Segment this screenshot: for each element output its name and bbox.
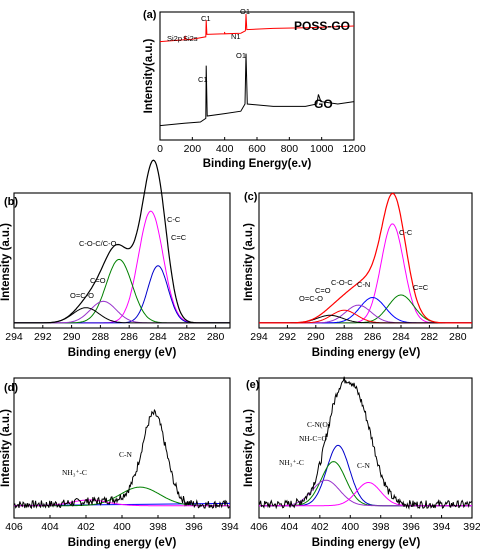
panel-a-xtick-label: 800 [281, 143, 299, 155]
panel-a-series-poss-go [159, 13, 355, 43]
panel-d-xtick-label: 396 [185, 521, 203, 533]
panel-d-xtick-label: 402 [77, 521, 95, 533]
panel-c-xtick-label: 288 [335, 331, 353, 343]
panel-d-frame [13, 377, 231, 519]
a-label-si2s: Si2s [183, 34, 198, 43]
c-label-ceqo: C=O [315, 286, 331, 295]
panel-d-raw-spectrum [13, 408, 231, 510]
a-label-c1-top: C1 [201, 14, 211, 23]
panel-e-raw-spectrum [258, 376, 473, 510]
b-label-ceqo: C=O [90, 276, 106, 285]
panel-c-xtick-label: 290 [307, 331, 325, 343]
panel-d-xtick-label: 400 [113, 521, 131, 533]
e-label-cno: C-N(O) [307, 420, 331, 429]
panel-b-xtick-label: 288 [92, 331, 110, 343]
panel-d-xtick-label: 404 [41, 521, 59, 533]
a-label-c1-bottom: C1 [198, 75, 208, 84]
panel-c-peak-c-c [259, 294, 472, 324]
panel-e-xtick-label: 400 [342, 521, 360, 533]
panel-e-label: (e) [246, 379, 260, 391]
panel-b-xtick-label: 294 [5, 331, 23, 343]
a-label-o1-top: O1 [240, 7, 250, 16]
panel-a-xtick-label: 200 [184, 143, 202, 155]
c-label-ceqc: C=C [413, 283, 429, 292]
panel-e-frame [258, 377, 473, 519]
panel-d-xtick-label: 398 [149, 521, 167, 533]
e-label-nhceqo: NH-C=O [299, 434, 328, 443]
panel-b-envelope [14, 159, 230, 324]
panel-b-xtick-label: 292 [34, 331, 52, 343]
e-ylabel: Intensity (a.u.) [243, 409, 255, 487]
panel-b-peak-c-o-c-c-o [14, 258, 230, 324]
b-label-oeqco: O=C-O [70, 291, 94, 300]
panel-b-xtick-label: 282 [178, 331, 196, 343]
panel-a-series-go [159, 53, 355, 127]
panel-e-xtick-label: 402 [311, 521, 329, 533]
panel-b-peak-c-c [14, 210, 230, 324]
panel-b-xtick-label: 284 [149, 331, 167, 343]
a-label-go: GO [314, 97, 333, 111]
panel-a-label: (a) [143, 9, 157, 21]
panel-e-xtick-label: 392 [463, 521, 480, 533]
panel-c-xtick-label: 292 [279, 331, 297, 343]
e-label-nh3c: NH₃⁺-C [279, 458, 304, 467]
panel-b-xtick-label: 280 [207, 331, 225, 343]
panel-c-label: (c) [244, 191, 258, 203]
panel-b-frame [13, 192, 231, 329]
panel-a-xtick-label: 1000 [310, 143, 334, 155]
panel-b-xtick-label: 286 [120, 331, 138, 343]
panel-e-xtick-label: 396 [402, 521, 420, 533]
a-label-possgo: POSS-GO [294, 19, 350, 33]
panel-c-xtick-label: 282 [421, 331, 439, 343]
panel-d-xtick-label: 406 [5, 521, 23, 533]
b-xlabel: Binding energy (eV) [68, 347, 177, 359]
d-label-nh3c: NH₃⁺-C [62, 468, 87, 477]
panel-e-xtick-label: 394 [433, 521, 451, 533]
panel-c-xtick-label: 286 [364, 331, 382, 343]
c-label-cn: C-N [357, 280, 370, 289]
a-label-n1: N1 [231, 32, 241, 41]
panel-b-xtick-label: 290 [63, 331, 81, 343]
e-xlabel: Binding energy (eV) [312, 537, 421, 549]
panel-a-xtick-label: 0 [157, 143, 163, 155]
panel-a-xtick-label: 1200 [342, 143, 366, 155]
b-label-coc-co: C-O-C/C-O [79, 239, 117, 248]
b-label-cc: C-C [167, 215, 181, 224]
e-label-cn: C-N [357, 461, 371, 470]
panel-c-peak-c-n [259, 296, 472, 324]
c-label-cc: C-C [399, 228, 413, 237]
panel-d-label: (d) [4, 382, 18, 394]
a-xlabel: Binding Energy(e.v) [203, 158, 312, 170]
d-ylabel: Intensity (a.u.) [0, 409, 12, 487]
c-label-oeqco: O=C-O [299, 294, 323, 303]
panel-b-peak-c-c [14, 265, 230, 324]
panel-e-peak-c-n-o- [259, 444, 472, 507]
panel-c-frame [258, 192, 473, 329]
panel-a-xtick-label: 400 [216, 143, 234, 155]
panel-b-peak-c-o [14, 300, 230, 324]
b-label-ceqc: C=C [171, 233, 187, 242]
panel-e-xtick-label: 406 [250, 521, 268, 533]
panel-a-xtick-label: 600 [248, 143, 266, 155]
c-ylabel: Intensity (a.u.) [243, 223, 255, 301]
c-xlabel: Binding energy (eV) [312, 347, 421, 359]
panel-d-xtick-label: 394 [221, 521, 239, 533]
a-label-o1-bottom: O1 [236, 51, 246, 60]
panel-b-label: (b) [4, 196, 18, 208]
panel-e-xtick-label: 398 [372, 521, 390, 533]
c-label-coc: C-O-C [331, 278, 353, 287]
b-ylabel: Intensity (a.u.) [0, 223, 12, 301]
panel-c-xtick-label: 280 [449, 331, 467, 343]
d-xlabel: Binding energy (eV) [68, 537, 177, 549]
panel-e-xtick-label: 404 [281, 521, 299, 533]
panel-c-xtick-label: 284 [392, 331, 410, 343]
panel-c-envelope [259, 192, 472, 324]
a-label-si2p: Si2p [167, 34, 182, 43]
d-label-cn: C-N [119, 450, 133, 459]
panel-c-xtick-label: 294 [250, 331, 268, 343]
a-ylabel: Intensity(a.u.) [143, 38, 155, 113]
